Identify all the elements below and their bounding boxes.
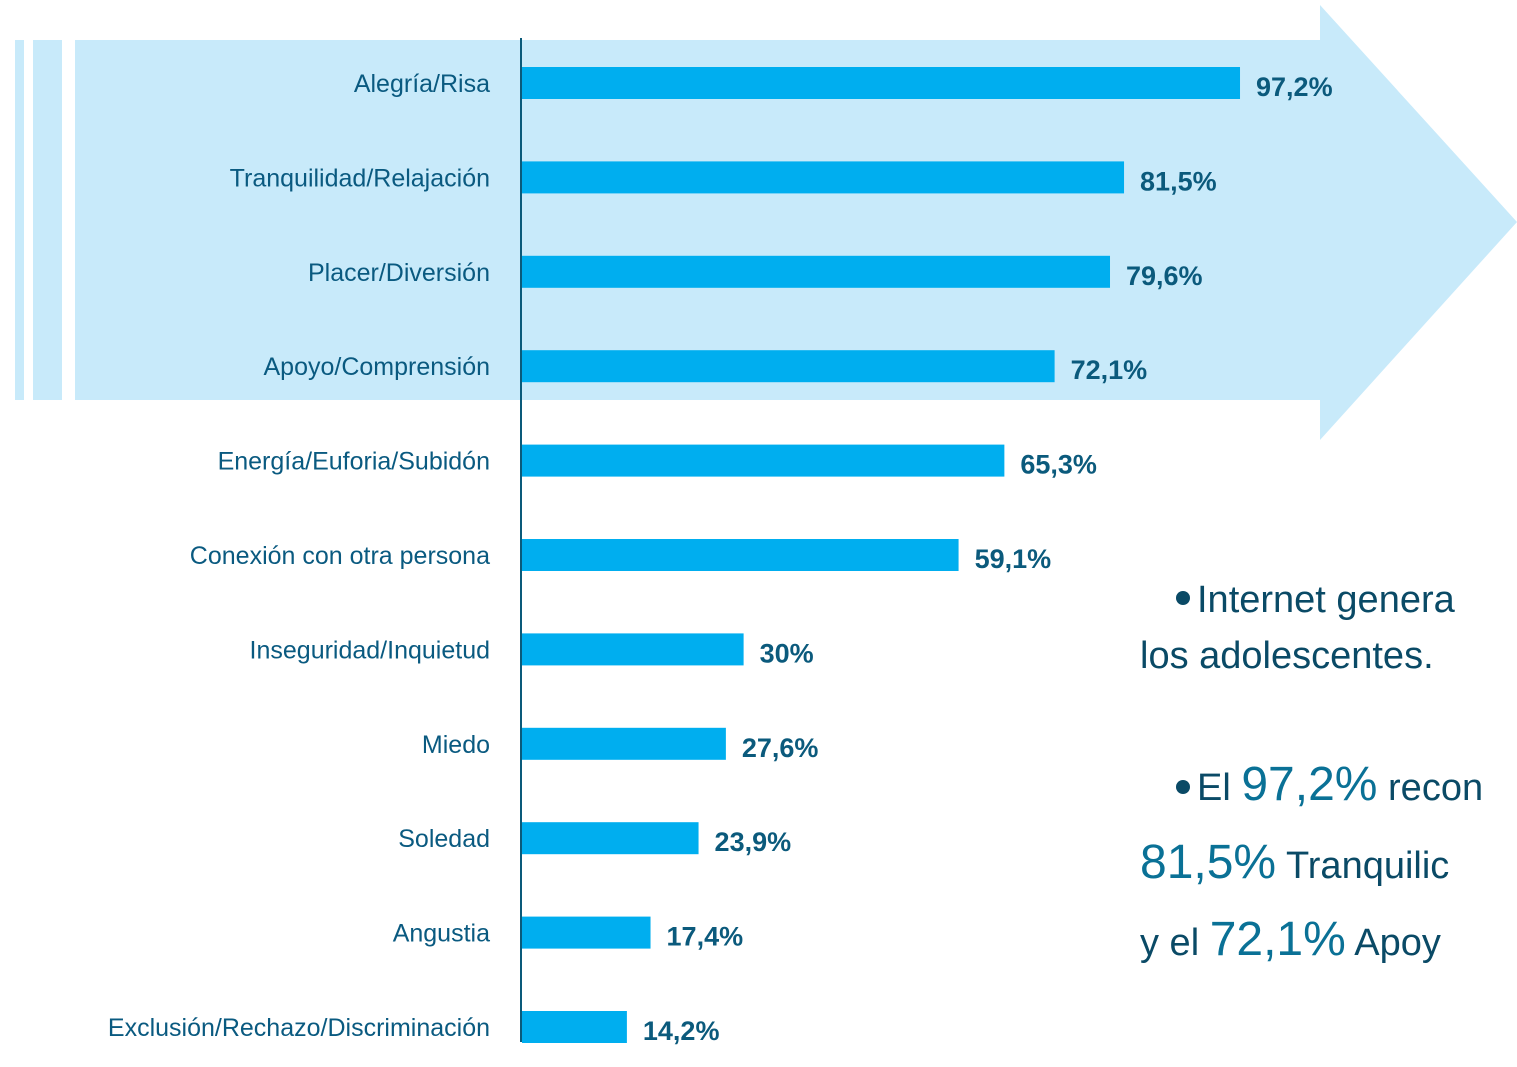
bar — [522, 255, 1111, 288]
stripe — [15, 40, 24, 400]
bar — [522, 633, 744, 666]
bullet — [1176, 591, 1190, 605]
annotation-line: Internet genera — [1197, 579, 1456, 621]
annotation-text: El — [1197, 767, 1241, 809]
bullet — [1176, 780, 1190, 794]
value-label: 59,1% — [975, 544, 1052, 574]
value-label: 27,6% — [742, 733, 819, 763]
category-label: Exclusión/Rechazo/Discriminación — [108, 1014, 490, 1042]
bar — [522, 350, 1055, 383]
annotation-text: Tranquilic — [1276, 845, 1449, 887]
value-label: 81,5% — [1140, 166, 1217, 196]
value-label: 79,6% — [1126, 261, 1203, 291]
category-label: Energía/Euforia/Subidón — [218, 448, 490, 476]
annotation-line: El 97,2% recon — [1197, 758, 1483, 811]
value-label: 14,2% — [643, 1016, 720, 1046]
bar — [522, 727, 726, 760]
value-label: 72,1% — [1071, 355, 1148, 385]
category-label: Placer/Diversión — [308, 259, 490, 287]
bar — [522, 67, 1241, 99]
bar — [522, 161, 1125, 194]
background-arrow — [15, 5, 1517, 440]
value-label: 30% — [760, 638, 814, 668]
value-label: 65,3% — [1020, 450, 1097, 480]
category-label: Alegría/Risa — [354, 70, 490, 98]
annotation-text: recon — [1377, 767, 1483, 809]
category-label: Soledad — [398, 825, 490, 853]
annotation-text: los adolescentes. — [1140, 635, 1434, 677]
bar — [522, 539, 959, 571]
annotation-highlight: 72,1% — [1210, 913, 1346, 966]
bar — [522, 444, 1005, 477]
arrow — [75, 5, 1517, 440]
annotation-line: 81,5% Tranquilic — [1140, 836, 1449, 889]
category-label: Angustia — [393, 920, 490, 948]
annotation-line: los adolescentes. — [1140, 635, 1434, 677]
category-label: Conexión con otra persona — [190, 542, 490, 570]
annotation-highlight: 81,5% — [1140, 836, 1276, 889]
value-label: 97,2% — [1256, 72, 1333, 102]
annotation-line: y el 72,1% Apoy — [1140, 913, 1441, 966]
annotation-text: Internet genera — [1197, 579, 1456, 621]
bar — [522, 1011, 627, 1043]
annotation-text: Apoy — [1346, 922, 1441, 964]
bar — [522, 916, 651, 949]
category-label: Inseguridad/Inquietud — [250, 636, 490, 664]
value-label: 23,9% — [715, 827, 792, 857]
category-label: Apoyo/Comprensión — [263, 353, 490, 381]
category-label: Miedo — [422, 731, 490, 759]
bar — [522, 822, 699, 855]
value-label: 17,4% — [667, 922, 744, 952]
stripe — [33, 40, 62, 400]
annotation-text: y el — [1140, 922, 1210, 964]
category-label: Tranquilidad/Relajación — [230, 164, 490, 192]
annotation-highlight: 97,2% — [1241, 758, 1377, 811]
